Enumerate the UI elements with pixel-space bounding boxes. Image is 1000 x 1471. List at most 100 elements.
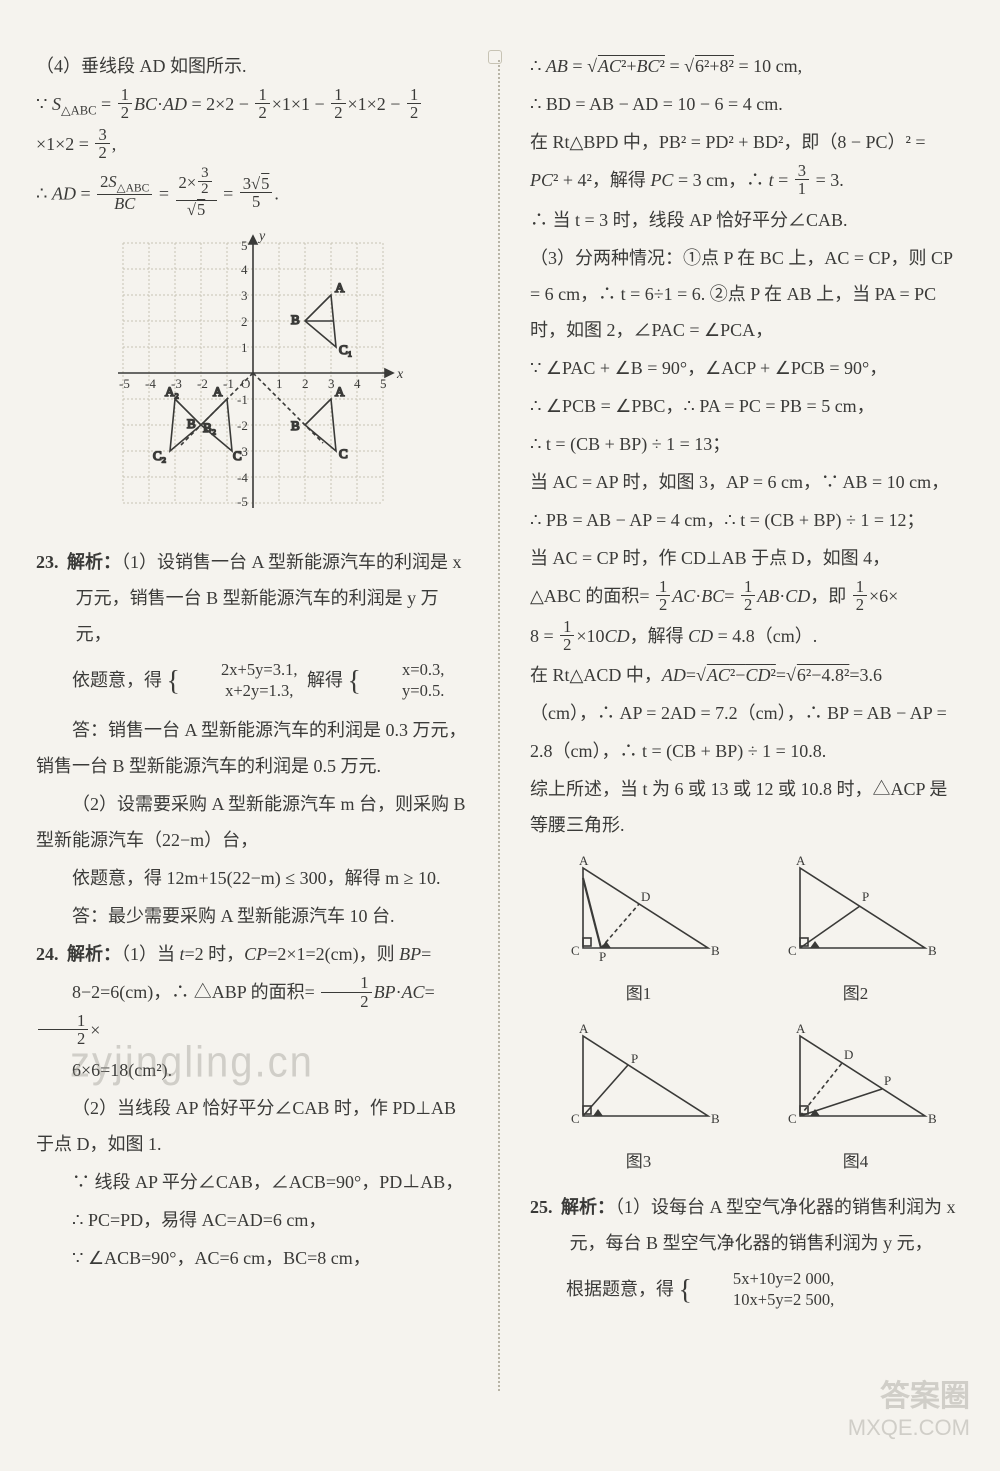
svg-text:A: A (579, 853, 589, 868)
fig1: A C B P D 图1 (553, 853, 723, 1011)
fig4: A C B D P 图4 (770, 1021, 940, 1179)
r9: ∴ PB = AB − AP = 4 cm，∴ t = (CB + BP) ÷ … (530, 502, 964, 538)
svg-text:B: B (187, 416, 196, 431)
column-divider (498, 60, 502, 1391)
svg-text:y: y (257, 229, 266, 244)
svg-text:P: P (631, 1051, 638, 1066)
svg-text:D: D (844, 1047, 853, 1062)
svg-text:A: A (796, 1021, 806, 1036)
r4: （3）分两种情况：①点 P 在 BC 上，AC = CP，则 CP = 6 cm… (530, 240, 964, 348)
svg-text:3: 3 (241, 288, 248, 303)
fig-row-2: A C B P 图3 A C B (530, 1021, 964, 1179)
q25: 25. 解析：（1）设每台 A 型空气净化器的销售利润为 x 元，每台 B 型空… (530, 1189, 964, 1261)
q23-1a: （1）设销售一台 A 型新能源汽车的利润是 x 万元，销售一台 B 型新能源汽车… (76, 552, 462, 644)
q23-eq-pre: 依题意，得 (72, 670, 162, 690)
svg-text:2: 2 (302, 376, 309, 391)
svg-text:A: A (213, 384, 223, 399)
q24-number: 24. (36, 944, 59, 964)
svg-text:-4: -4 (145, 376, 156, 391)
r12: 8 = 12×10CD，解得 CD = 4.8（cm）. (530, 618, 964, 656)
fig3: A C B P 图3 (553, 1021, 723, 1179)
svg-text:-1: -1 (237, 392, 248, 407)
svg-text:B: B (291, 312, 300, 327)
svg-text:B: B (928, 943, 937, 958)
r5: ∵ ∠PAC + ∠B = 90°，∠ACP + ∠PCB = 90°， (530, 350, 964, 386)
svg-text:-2: -2 (197, 376, 208, 391)
svg-text:A: A (335, 280, 345, 295)
svg-text:B: B (711, 943, 720, 958)
r6: ∴ ∠PCB = ∠PBC，∴ PA = PC = PB = 5 cm， (530, 388, 964, 424)
fig-row-1: A C B P D 图1 A C B P (530, 853, 964, 1011)
left-column: （4）垂线段 AD 如图所示. ∵ S△ABC = 12BC·AD = 2×2 … (36, 48, 470, 1391)
r8: 当 AC = AP 时，如图 3，AP = 6 cm，∵ AB = 10 cm， (530, 464, 964, 500)
fig4-label: 图4 (770, 1145, 940, 1179)
svg-text:5: 5 (241, 238, 248, 253)
p-4-intro: （4）垂线段 AD 如图所示. (36, 48, 470, 84)
q23-ans: 答：销售一台 A 型新能源汽车的利润是 0.3 万元，销售一台 B 型新能源汽车… (36, 712, 470, 784)
r7: ∴ t = (CB + BP) ÷ 1 = 13； (530, 426, 964, 462)
svg-text:A: A (796, 853, 806, 868)
q23-eq: 依题意，得 {2x+5y=3.1,x+2y=1.3, 解得 {x=0.3,y=0… (36, 654, 470, 710)
q24-2c: ∴ PC=PD，易得 AC=AD=6 cm， (36, 1202, 470, 1238)
q23: 23. 解析：（1）设销售一台 A 型新能源汽车的利润是 x 万元，销售一台 B… (36, 544, 470, 652)
q23-head: 解析： (67, 552, 121, 572)
svg-text:B: B (291, 418, 300, 433)
page: （4）垂线段 AD 如图所示. ∵ S△ABC = 12BC·AD = 2×2 … (0, 0, 1000, 1471)
svg-text:P: P (599, 949, 606, 964)
r14: 综上所述，当 t 为 6 或 13 或 12 或 10.8 时，△ACP 是等腰… (530, 771, 964, 843)
q24: 24. 解析：（1）当 t=2 时，CP=2×1=2(cm)，则 BP= (36, 936, 470, 972)
fig2-label: 图2 (770, 977, 940, 1011)
q23-number: 23. (36, 552, 59, 572)
svg-text:P: P (862, 889, 869, 904)
q23-2ans: 答：最少需要采购 A 型新能源汽车 10 台. (36, 898, 470, 934)
svg-text:C: C (788, 1111, 797, 1126)
binding-mark (488, 50, 502, 64)
svg-text:C₂: C₂ (153, 448, 166, 463)
r1: ∴ BD = AB − AD = 10 − 6 = 4 cm. (530, 86, 964, 122)
r3: ∴ 当 t = 3 时，线段 AP 恰好平分∠CAB. (530, 202, 964, 238)
svg-text:D: D (641, 889, 650, 904)
svg-text:A: A (579, 1021, 589, 1036)
svg-text:-2: -2 (237, 418, 248, 433)
svg-text:C₁: C₁ (339, 342, 352, 357)
r2b: PC² + 4²，解得 PC = 3 cm，∴ t = 31 = 3. (530, 162, 964, 200)
svg-text:C: C (571, 1111, 580, 1126)
r13: 在 Rt△ACD 中，AD=√AC²−CD²=√6²−4.8²=3.6 (530, 657, 964, 693)
q24-2a: （2）当线段 AP 恰好平分∠CAB 时，作 PD⊥AB 于点 D，如图 1. (36, 1090, 470, 1162)
svg-text:B: B (928, 1111, 937, 1126)
svg-text:4: 4 (241, 262, 248, 277)
svg-text:C: C (788, 943, 797, 958)
coordinate-graph: x y O -5-4-3 -2-1 123 45 123 45 -1-2-3 -… (36, 228, 470, 530)
svg-text:-4: -4 (237, 470, 248, 485)
svg-text:C: C (233, 448, 242, 463)
svg-text:x: x (396, 367, 404, 382)
svg-text:1: 1 (276, 376, 283, 391)
q23-2b: 依题意，得 12m+15(22−m) ≤ 300，解得 m ≥ 10. (36, 860, 470, 896)
eq-s-abc: ∵ S△ABC = 12BC·AD = 2×2 − 12×1×1 − 12×1×… (36, 86, 470, 124)
q24-1c: 6×6=18(cm²). (36, 1052, 470, 1088)
fig1-label: 图1 (553, 977, 723, 1011)
r13b: 2.8（cm），∴ t = (CB + BP) ÷ 1 = 10.8. (530, 733, 964, 769)
r2: 在 Rt△BPD 中，PB² = PD² + BD²，即（8 − PC）² = (530, 124, 964, 160)
r10: 当 AC = CP 时，作 CD⊥AB 于点 D，如图 4， (530, 540, 964, 576)
eq-ad: ∴ AD = 2S△ABCBC = 2×32 √5 = 3√55. (36, 170, 470, 221)
q25-head: 解析： (561, 1197, 615, 1217)
svg-text:5: 5 (380, 376, 387, 391)
q24-1b: 8−2=6(cm)，∴ △ABP 的面积= 12BP·AC= 12× (36, 974, 470, 1050)
svg-text:B: B (711, 1111, 720, 1126)
svg-text:-1: -1 (223, 376, 234, 391)
q25-eq-pre: 根据题意，得 (566, 1279, 674, 1299)
svg-text:A₂: A₂ (165, 384, 179, 399)
svg-text:3: 3 (328, 376, 335, 391)
svg-text:A: A (335, 384, 345, 399)
q25-1: （1）设每台 A 型空气净化器的销售利润为 x 元，每台 B 型空气净化器的销售… (570, 1197, 956, 1253)
q24-head: 解析： (67, 944, 121, 964)
svg-text:C: C (339, 446, 348, 461)
svg-text:2: 2 (241, 314, 248, 329)
q25-number: 25. (530, 1197, 553, 1217)
q25-eq: 根据题意，得 {5x+10y=2 000,10x+5y=2 500, (530, 1263, 964, 1319)
eq-s-abc-2: ×1×2 = 32, (36, 126, 470, 164)
r13a: （cm），∴ AP = 2AD = 7.2（cm），∴ BP = AB − AP… (530, 695, 964, 731)
svg-text:-5: -5 (119, 376, 130, 391)
fig2: A C B P 图2 (770, 853, 940, 1011)
